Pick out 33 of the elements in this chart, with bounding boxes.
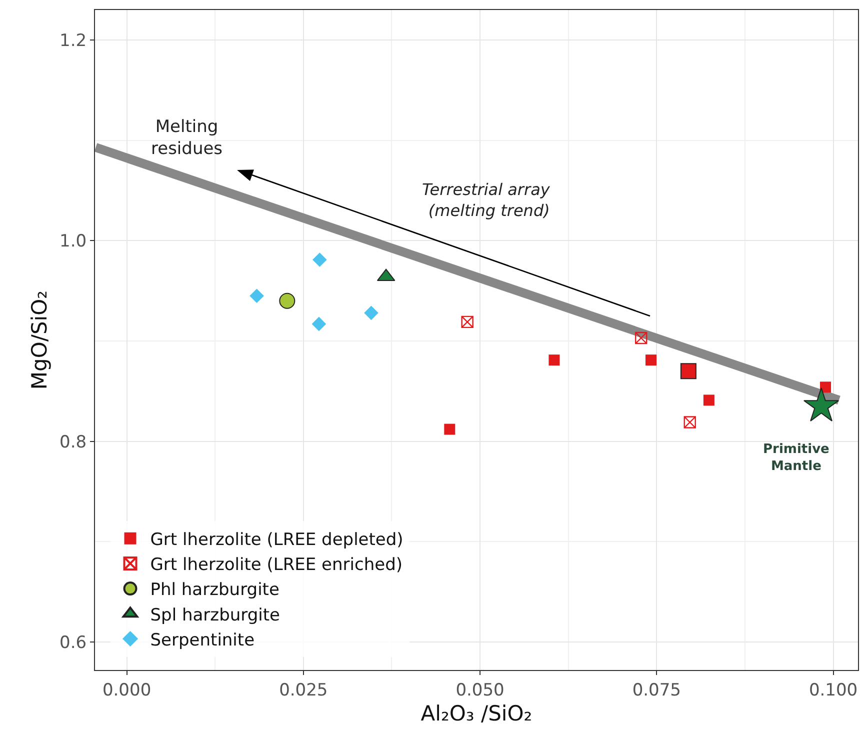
point <box>820 382 831 393</box>
annotation: Terrestrial array (melting trend) <box>422 180 550 220</box>
y-tick-label: 0.6 <box>60 632 87 653</box>
legend-label: Spl harzburgite <box>150 605 280 626</box>
y-tick-label: 1.2 <box>60 31 87 52</box>
point <box>444 424 456 435</box>
point <box>548 354 560 366</box>
legend-label: Serpentinite <box>150 630 255 650</box>
point <box>312 316 326 332</box>
point <box>250 288 264 304</box>
point <box>646 354 656 366</box>
x-axis-title: Al₂O₃ /SiO₂ <box>420 702 532 726</box>
y-tick-label: 1.0 <box>60 232 87 252</box>
x-tick-label: 0.075 <box>632 680 681 700</box>
legend-label: Grt lherzolite (LREE enriched) <box>150 555 402 576</box>
annotation: Melting residues <box>151 117 223 160</box>
point <box>364 306 378 320</box>
x-tick-label: 0.000 <box>102 680 152 700</box>
point <box>703 394 714 406</box>
legend-label: Phl harzburgite <box>150 580 280 600</box>
annotation: Primitive Mantle <box>763 442 830 474</box>
x-tick-label: 0.050 <box>456 680 504 700</box>
point <box>461 316 474 328</box>
x-tick-label: 0.100 <box>808 680 858 700</box>
point <box>279 292 296 309</box>
point <box>635 332 648 344</box>
point <box>312 252 327 267</box>
legend-label: Grt lherzolite (LREE depleted) <box>150 530 404 550</box>
x-tick-label: 0.025 <box>279 680 328 700</box>
point <box>684 416 696 428</box>
y-tick-label: 0.8 <box>60 432 87 452</box>
y-axis-title: MgO/SiO₂ <box>28 290 52 390</box>
point <box>680 363 696 380</box>
